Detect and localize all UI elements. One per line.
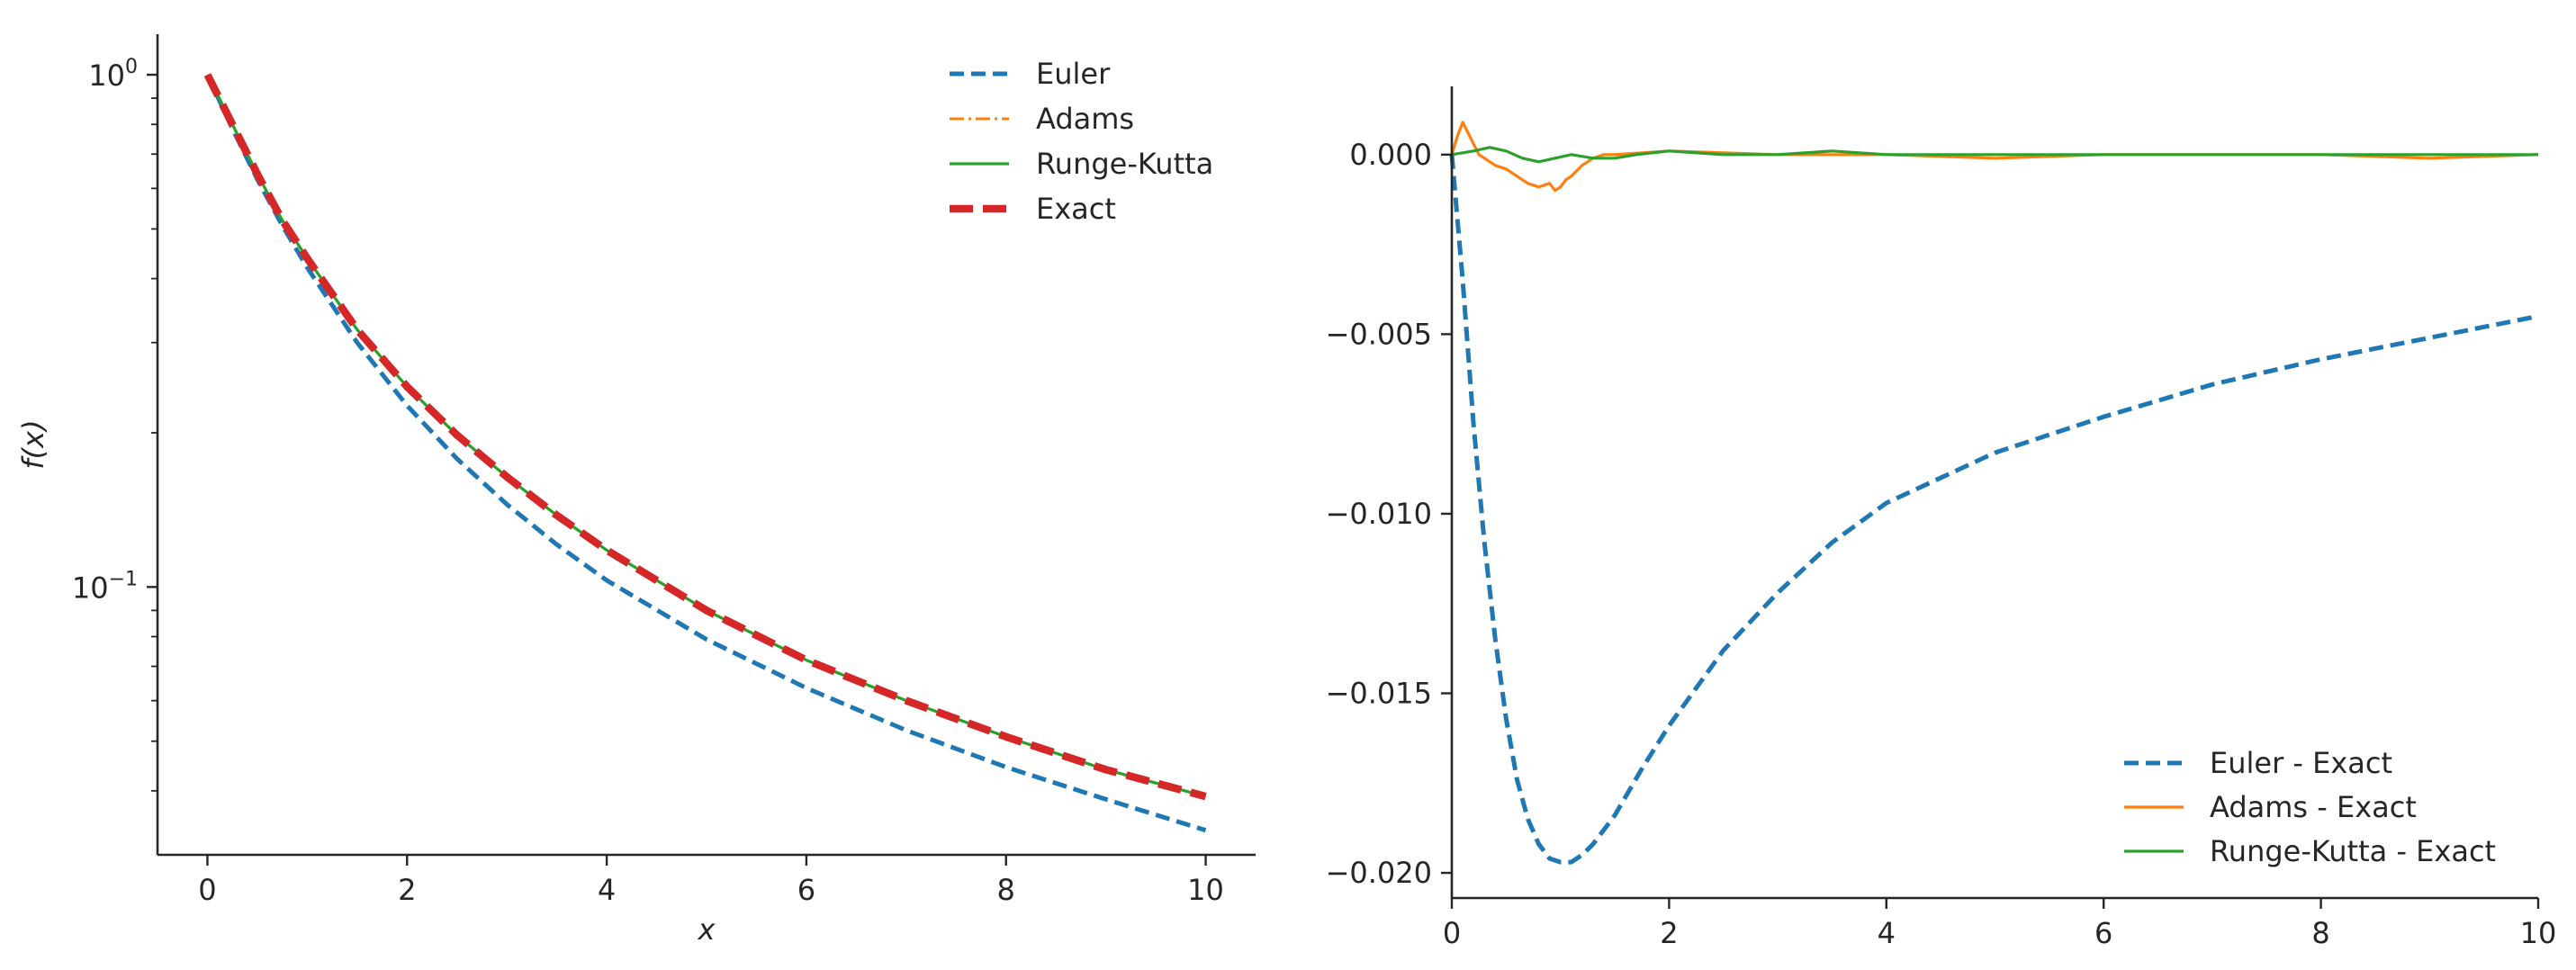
left-legend-label: Adams [1036, 102, 1134, 136]
right-y-tick-label: −0.015 [1326, 677, 1432, 711]
left-x-tick-label: 4 [598, 873, 616, 907]
left-legend-label: Runge-Kutta [1036, 147, 1213, 181]
left-legend-label: Euler [1036, 57, 1111, 91]
right-y-tick-label: −0.020 [1326, 856, 1432, 890]
left-x-tick-label: 2 [398, 873, 416, 907]
left-y-tick-label: 100 [88, 56, 138, 93]
right-legend: Euler - Exact Adams - Exact Runge-Kutta - … [2124, 746, 2496, 868]
left-legend-label: Exact [1036, 192, 1116, 226]
left-chart-panel: 0 2 4 6 8 10 100 10−1 x f(x) Euler Adams Runge-K… [16, 34, 1256, 947]
right-x-tick-label: 8 [2311, 916, 2329, 950]
left-legend-item: Runge-Kutta [950, 147, 1213, 181]
left-x-tick-label: 6 [797, 873, 815, 907]
right-legend-item: Runge-Kutta - Exact [2124, 834, 2496, 868]
right-legend-label: Euler - Exact [2210, 746, 2392, 780]
left-x-ticks: 0 2 4 6 8 10 [198, 855, 1224, 907]
left-legend-item: Exact [950, 192, 1116, 226]
right-chart-panel: 0 2 4 6 8 10 0.000 −0.005 −0.010 −0.015 −0.020 Eu… [1326, 86, 2557, 950]
left-x-tick-label: 8 [997, 873, 1015, 907]
left-y-axis-label: f(x) [16, 419, 50, 469]
right-x-tick-label: 2 [1660, 916, 1678, 950]
left-legend-item: Adams [950, 102, 1134, 136]
right-series-line-runge-kutta-exact [1451, 146, 2538, 164]
right-y-tick-label: −0.010 [1326, 497, 1432, 531]
right-x-tick-label: 10 [2520, 916, 2557, 950]
right-x-ticks: 0 2 4 6 8 10 [1443, 898, 2557, 950]
right-series-line-euler-exact [1449, 154, 2539, 865]
left-series-line-euler [205, 74, 1207, 833]
left-series-lines [203, 73, 1207, 833]
right-y-tick-label: −0.005 [1326, 317, 1432, 351]
right-legend-item: Euler - Exact [2124, 746, 2392, 780]
left-legend-item: Euler [950, 57, 1111, 91]
right-y-tick-label: 0.000 [1349, 138, 1432, 172]
right-series-line-adams-exact [1450, 121, 2539, 193]
left-series-line-exact [203, 73, 1207, 801]
right-y-ticks: 0.000 −0.005 −0.010 −0.015 −0.020 [1326, 138, 1452, 890]
left-y-ticks: 100 10−1 [72, 56, 158, 792]
left-x-tick-label: 0 [198, 873, 216, 907]
left-y-tick-label: 10−1 [72, 568, 138, 605]
left-legend: Euler Adams Runge-Kutta Exact [950, 57, 1213, 226]
right-legend-label: Adams - Exact [2210, 790, 2417, 824]
right-series-lines [1449, 121, 2539, 865]
left-x-tick-label: 10 [1187, 873, 1224, 907]
right-legend-item: Adams - Exact [2124, 790, 2417, 824]
left-x-axis-label: x [698, 912, 716, 947]
right-x-tick-label: 6 [2094, 916, 2112, 950]
right-legend-label: Runge-Kutta - Exact [2210, 834, 2496, 868]
right-x-tick-label: 0 [1443, 916, 1461, 950]
right-x-tick-label: 4 [1878, 916, 1896, 950]
